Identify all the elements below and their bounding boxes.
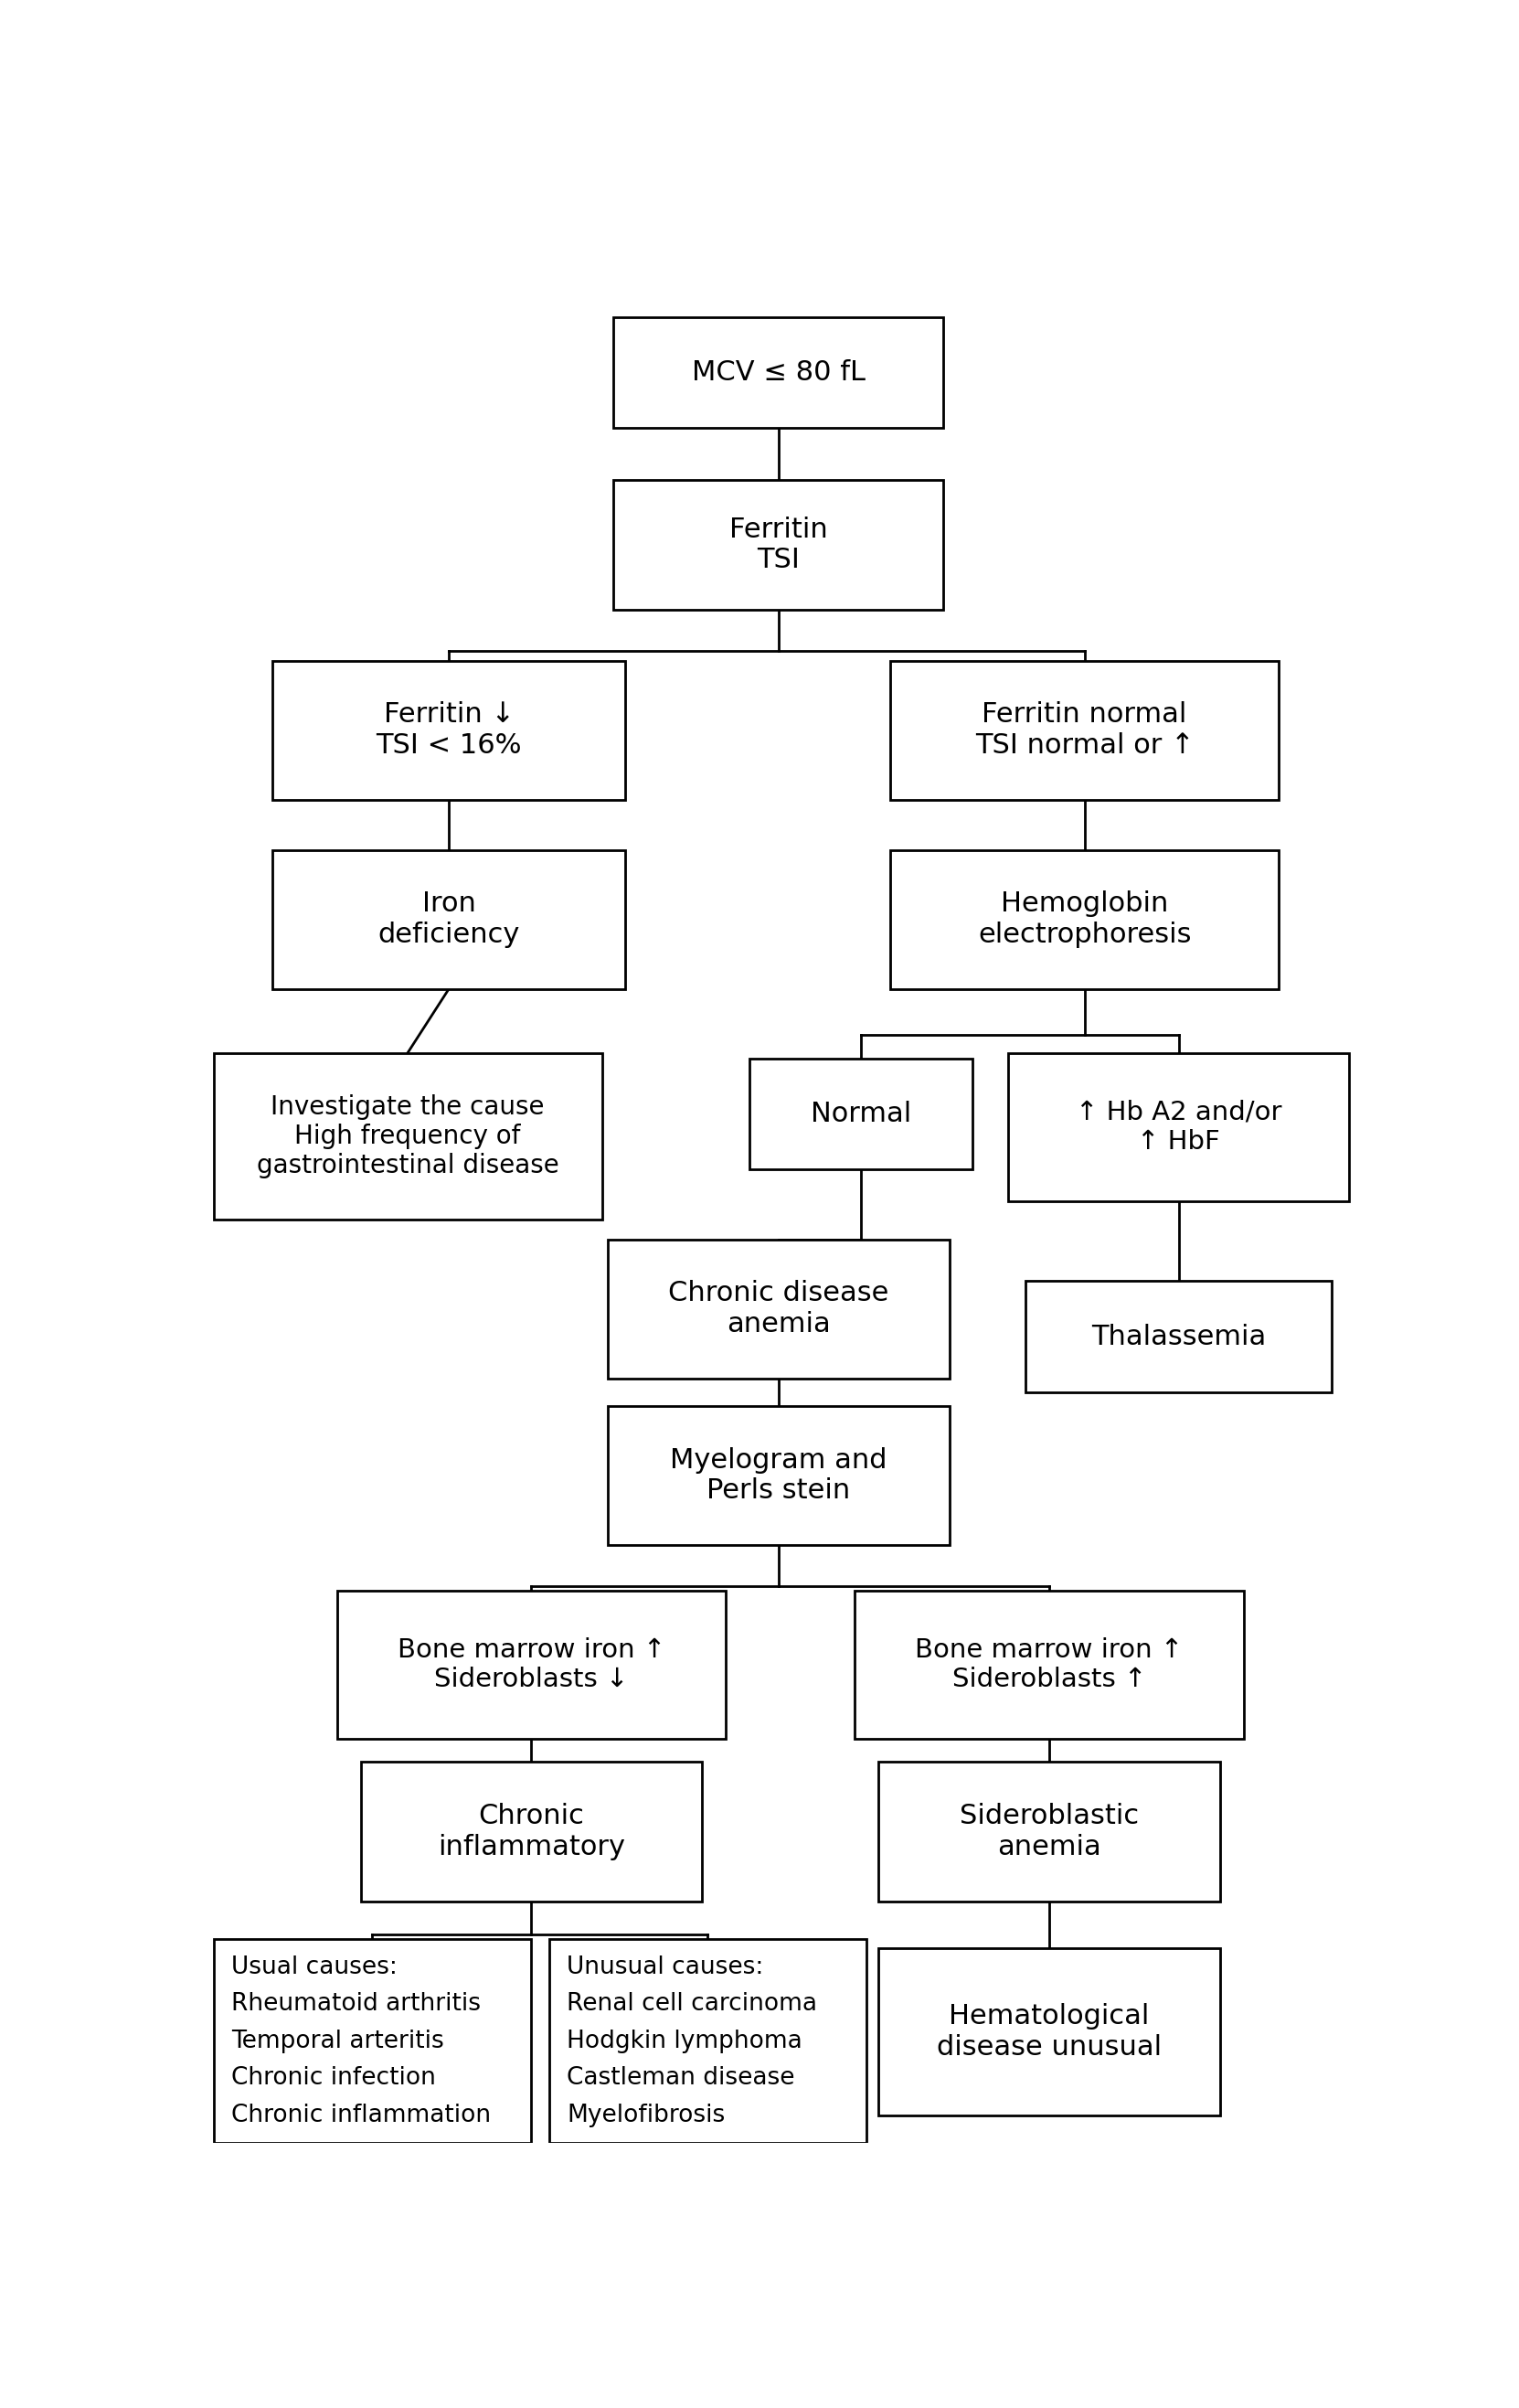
FancyBboxPatch shape <box>548 1938 867 2143</box>
Text: Chronic infection: Chronic infection <box>231 2066 436 2090</box>
Text: Rheumatoid arthritis: Rheumatoid arthritis <box>231 1991 480 2015</box>
FancyBboxPatch shape <box>1025 1281 1332 1392</box>
Text: Bone marrow iron ↑
Sideroblasts ↑: Bone marrow iron ↑ Sideroblasts ↑ <box>916 1637 1183 1693</box>
Text: Chronic
inflammatory: Chronic inflammatory <box>437 1804 624 1861</box>
Text: Hodgkin lymphoma: Hodgkin lymphoma <box>567 2030 802 2054</box>
Text: Ferritin normal
TSI normal or ↑: Ferritin normal TSI normal or ↑ <box>975 701 1194 759</box>
Text: Ferritin
TSI: Ferritin TSI <box>729 515 828 573</box>
Text: Hematological
disease unusual: Hematological disease unusual <box>937 2003 1162 2061</box>
FancyBboxPatch shape <box>213 1938 532 2143</box>
FancyBboxPatch shape <box>614 479 943 609</box>
Text: Normal: Normal <box>811 1100 911 1127</box>
Text: Investigate the cause
High frequency of
gastrointestinal disease: Investigate the cause High frequency of … <box>257 1093 559 1180</box>
FancyBboxPatch shape <box>890 660 1279 799</box>
Text: MCV ≤ 80 fL: MCV ≤ 80 fL <box>691 359 866 385</box>
FancyBboxPatch shape <box>890 850 1279 990</box>
FancyBboxPatch shape <box>855 1592 1244 1739</box>
FancyBboxPatch shape <box>614 318 943 429</box>
FancyBboxPatch shape <box>749 1060 972 1170</box>
FancyBboxPatch shape <box>337 1592 726 1739</box>
FancyBboxPatch shape <box>360 1763 702 1902</box>
Text: Iron
deficiency: Iron deficiency <box>378 891 519 949</box>
Text: Temporal arteritis: Temporal arteritis <box>231 2030 444 2054</box>
Text: Ferritin ↓
TSI < 16%: Ferritin ↓ TSI < 16% <box>377 701 521 759</box>
Text: Castleman disease: Castleman disease <box>567 2066 794 2090</box>
Text: ↑ Hb A2 and/or
↑ HbF: ↑ Hb A2 and/or ↑ HbF <box>1075 1100 1282 1156</box>
Text: Myelogram and
Perls stein: Myelogram and Perls stein <box>670 1447 887 1505</box>
FancyBboxPatch shape <box>213 1052 602 1221</box>
FancyBboxPatch shape <box>272 660 626 799</box>
FancyBboxPatch shape <box>608 1240 949 1377</box>
Text: Bone marrow iron ↑
Sideroblasts ↓: Bone marrow iron ↑ Sideroblasts ↓ <box>398 1637 665 1693</box>
FancyBboxPatch shape <box>1009 1052 1349 1202</box>
Text: Unusual causes:: Unusual causes: <box>567 1955 764 1979</box>
FancyBboxPatch shape <box>272 850 626 990</box>
Text: Chronic disease
anemia: Chronic disease anemia <box>668 1281 889 1336</box>
FancyBboxPatch shape <box>878 1763 1220 1902</box>
Text: Usual causes:: Usual causes: <box>231 1955 398 1979</box>
Text: Hemoglobin
electrophoresis: Hemoglobin electrophoresis <box>978 891 1191 949</box>
Text: Thalassemia: Thalassemia <box>1091 1324 1267 1351</box>
Text: Chronic inflammation: Chronic inflammation <box>231 2105 491 2126</box>
Text: Myelofibrosis: Myelofibrosis <box>567 2105 725 2126</box>
FancyBboxPatch shape <box>878 1948 1220 2114</box>
Text: Renal cell carcinoma: Renal cell carcinoma <box>567 1991 817 2015</box>
FancyBboxPatch shape <box>608 1406 949 1546</box>
Text: Sideroblastic
anemia: Sideroblastic anemia <box>960 1804 1139 1861</box>
